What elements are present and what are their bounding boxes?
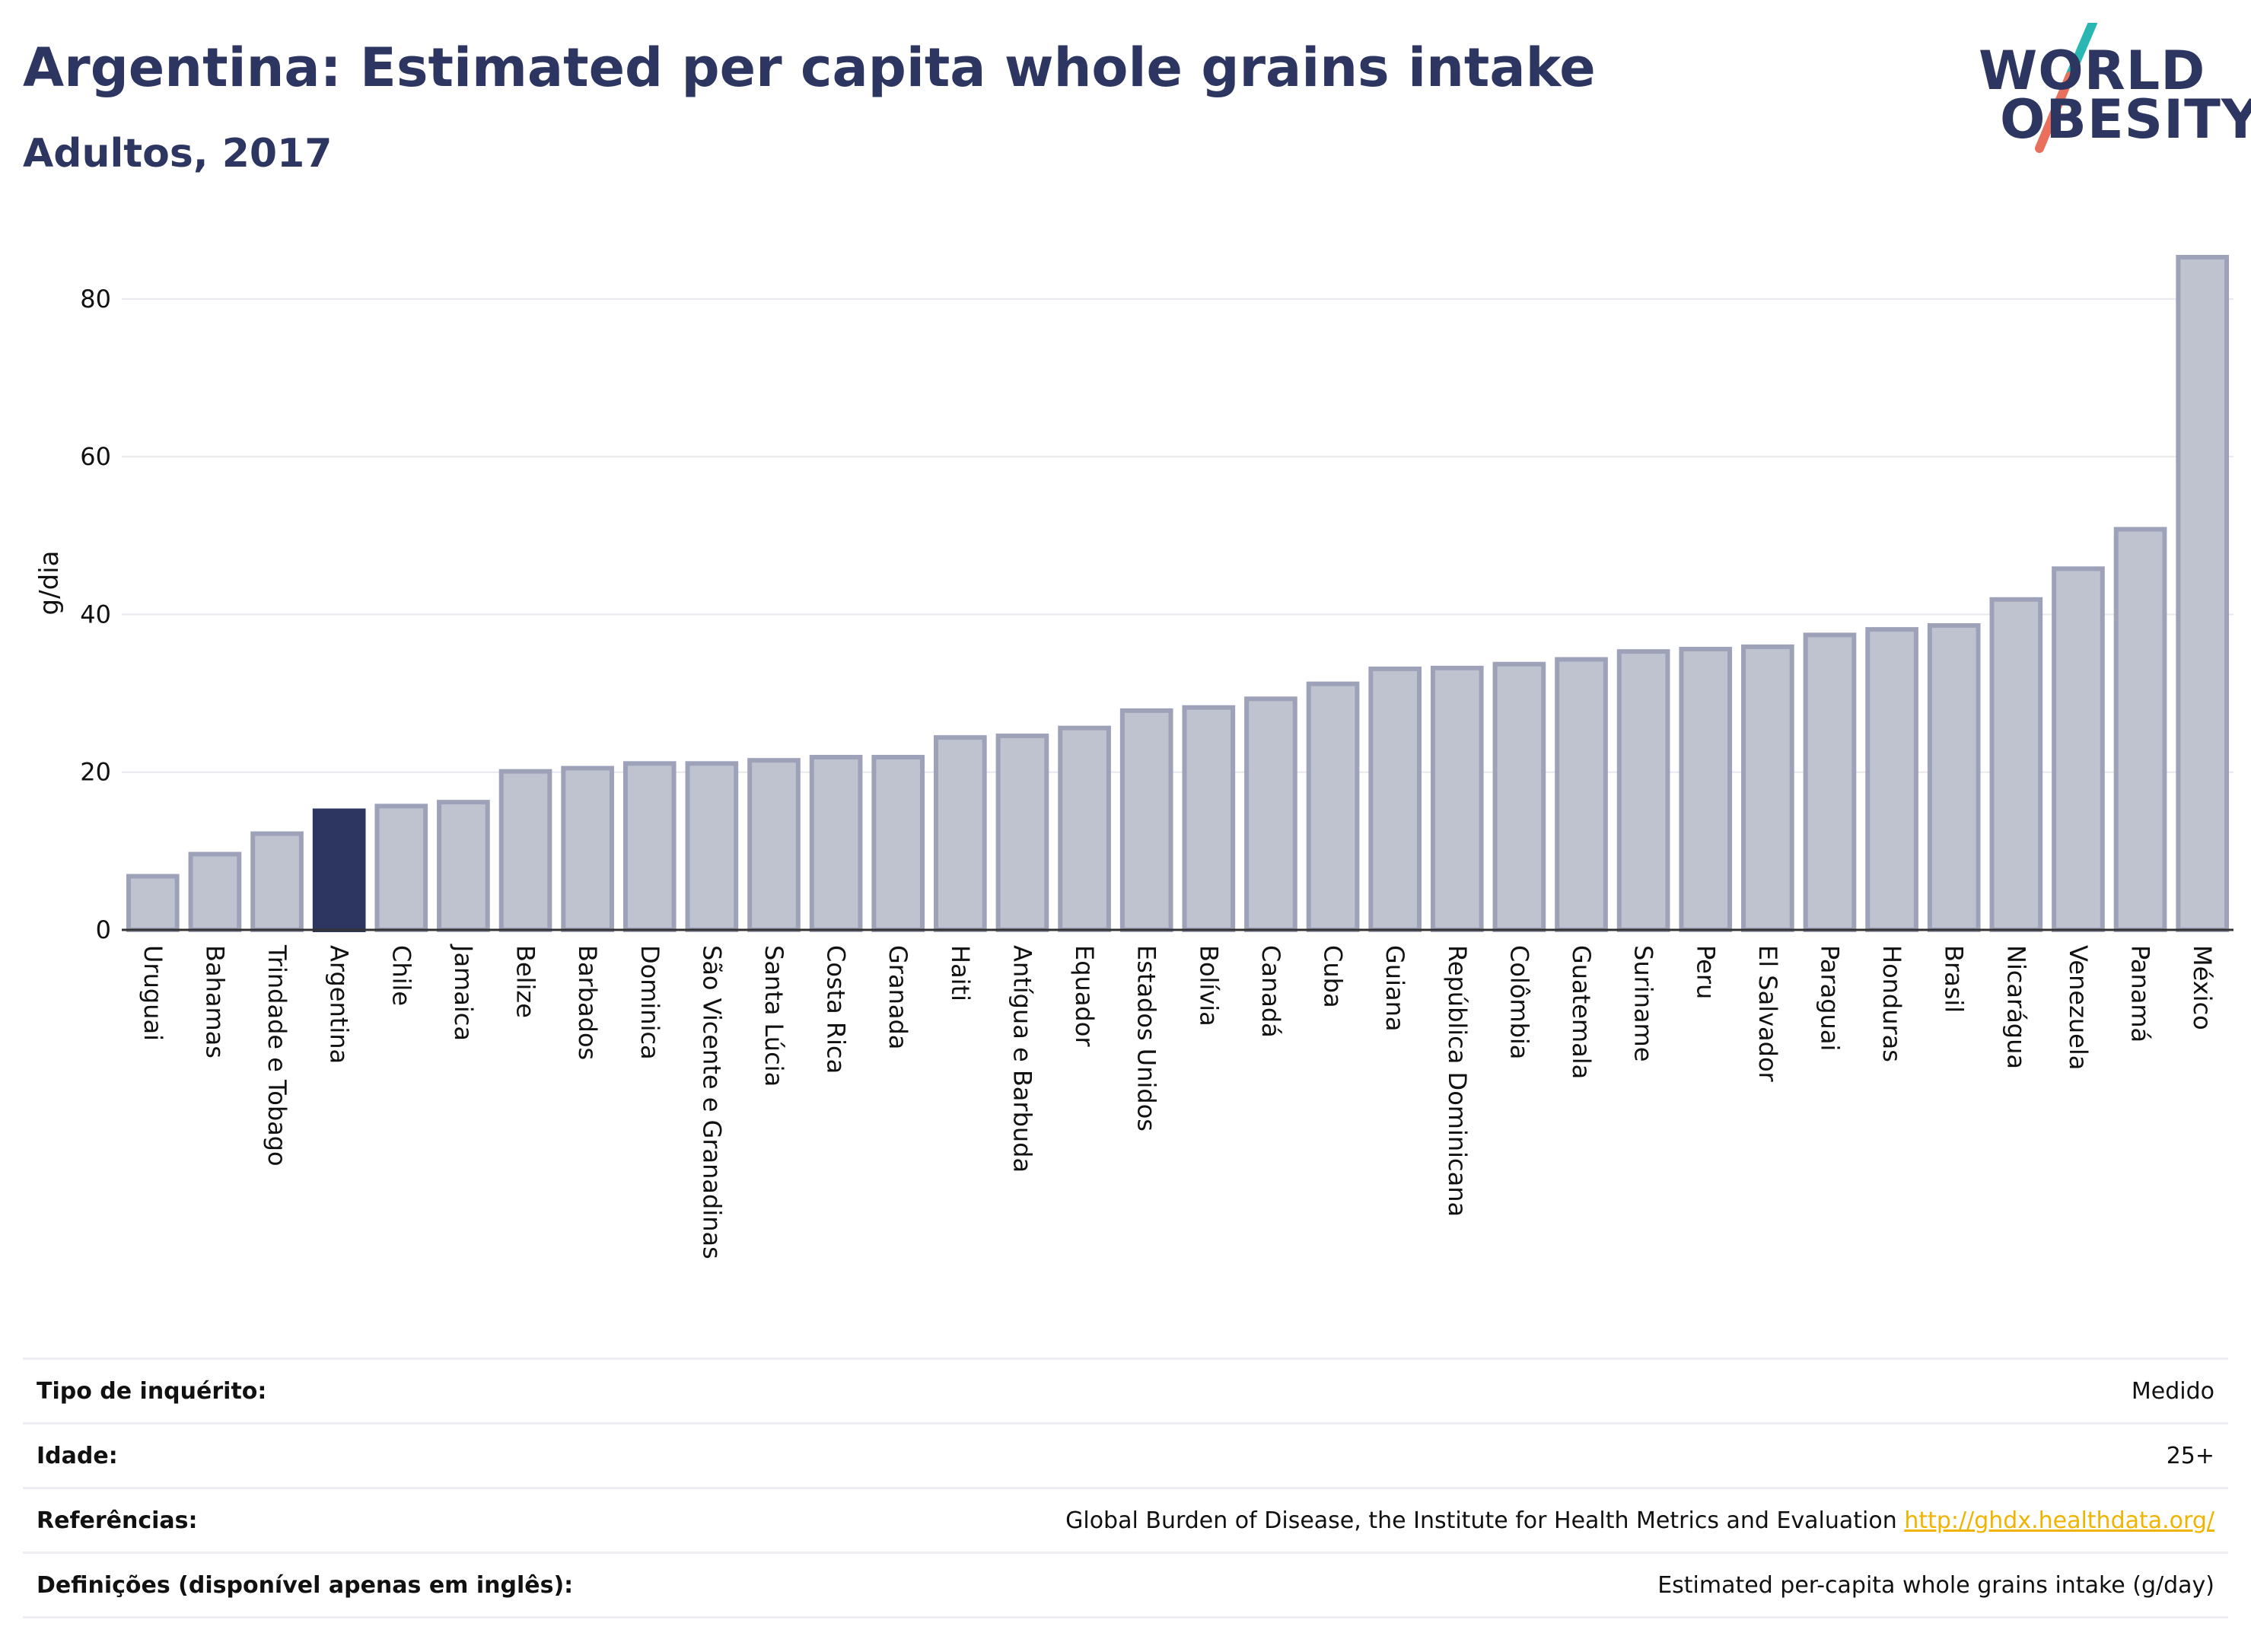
x-tick-label: Uruguai <box>138 945 167 1041</box>
x-tick-label: Costa Rica <box>822 945 851 1074</box>
bar <box>1803 632 1857 933</box>
y-tick-label: 20 <box>80 758 111 787</box>
bar <box>1492 661 1546 933</box>
bar <box>561 766 614 933</box>
metadata-row-survey-type: Tipo de inquérito: Medido <box>23 1358 2228 1422</box>
bar <box>2176 254 2230 933</box>
bar-chart: 0 20 40 60 80 g/dia Uruguai Bahamas Trindade e T… <box>34 254 2233 1259</box>
bar <box>995 734 1049 933</box>
bar <box>1616 649 1670 932</box>
bar <box>1989 597 2043 932</box>
bar <box>1182 705 1236 933</box>
x-tick-label: Guiana <box>1380 945 1409 1031</box>
x-tick-label: Colômbia <box>1504 945 1533 1059</box>
metadata-label: Definições (disponível apenas em inglês)… <box>37 1571 574 1599</box>
bar <box>188 851 242 932</box>
bar <box>1430 665 1484 932</box>
x-tick-label: Santa Lúcia <box>759 945 788 1087</box>
bar <box>2113 527 2167 932</box>
reference-link[interactable]: http://ghdx.healthdata.org/ <box>1904 1507 2214 1534</box>
x-tick-label: Guatemala <box>1567 945 1596 1079</box>
bar <box>437 800 490 932</box>
x-tick-label: Dominica <box>635 945 664 1060</box>
y-axis-label: g/dia <box>34 551 65 616</box>
bar <box>747 758 801 932</box>
bar <box>1865 627 1918 932</box>
metadata-row-references: Referências: Global Burden of Disease, t… <box>23 1487 2228 1552</box>
x-tick-label: Brasil <box>1940 945 1969 1013</box>
metadata-row-age: Idade: 25+ <box>23 1422 2228 1487</box>
world-obesity-logo: WORLD OBESITY <box>1979 23 2251 160</box>
bar <box>126 874 180 933</box>
logo-slash-icon <box>2035 23 2097 153</box>
x-tick-label: Jamaica <box>449 944 478 1041</box>
x-tick-label: Haiti <box>946 945 975 1001</box>
bar <box>871 755 925 933</box>
bar <box>934 735 987 932</box>
logo-word-world: WORLD <box>1979 40 2206 102</box>
y-tick-label: 60 <box>80 442 111 471</box>
x-tick-label: Trindade e Tobago <box>263 944 291 1167</box>
metadata-label: Idade: <box>37 1442 118 1469</box>
x-tick-label: Chile <box>387 945 415 1006</box>
x-tick-label: Venezuela <box>2064 945 2093 1070</box>
x-tick-label: Canadá <box>1256 945 1285 1038</box>
x-tick-label: Honduras <box>1877 945 1906 1062</box>
metadata-value: Global Burden of Disease, the Institute … <box>1065 1507 2228 1534</box>
x-tick-label: Argentina <box>325 945 354 1064</box>
bar <box>2052 566 2105 932</box>
bar <box>1555 657 1608 932</box>
bar <box>1368 666 1422 932</box>
x-tick-label: República Dominicana <box>1443 945 1472 1217</box>
metadata-row-definitions: Definições (disponível apenas em inglês)… <box>23 1552 2228 1619</box>
bar <box>809 755 863 933</box>
x-tick-label: Peru <box>1691 945 1720 999</box>
metadata-value: 25+ <box>2166 1442 2214 1469</box>
bar <box>1244 696 1297 932</box>
x-tick-label: Panamá <box>2126 945 2155 1042</box>
x-tick-label: Cuba <box>1319 945 1348 1008</box>
chart-subtitle: Adultos, 2017 <box>23 131 333 177</box>
x-tick-label: Barbados <box>573 945 602 1060</box>
metadata-label: Tipo de inquérito: <box>37 1377 267 1405</box>
bar <box>1058 725 1111 932</box>
metadata-value: Estimated per-capita whole grains intake… <box>1657 1571 2214 1599</box>
bar <box>1741 644 1794 932</box>
x-tick-label: Nicarágua <box>2001 945 2030 1069</box>
chart-title: Argentina: Estimated per capita whole gr… <box>23 37 1596 99</box>
x-tick-label: Estados Unidos <box>1132 945 1161 1132</box>
x-tick-label: Bahamas <box>200 945 229 1058</box>
x-tick-label: El Salvador <box>1753 945 1782 1083</box>
bar <box>685 761 739 932</box>
x-tick-label: Belize <box>511 945 540 1018</box>
bar <box>622 761 677 932</box>
y-tick-label: 80 <box>80 285 111 314</box>
x-tick-label: Equador <box>1070 945 1099 1047</box>
x-tick-label: Paraguai <box>1815 945 1844 1051</box>
bar <box>374 804 428 932</box>
x-tick-label: Suriname <box>1629 945 1658 1062</box>
y-tick-label: 40 <box>80 600 111 629</box>
bar <box>1119 708 1173 933</box>
x-tick-label: São Vicente e Granadinas <box>697 945 726 1259</box>
metadata-table: Tipo de inquérito: Medido Idade: 25+ Ref… <box>23 1358 2228 1619</box>
logo-word-obesity: OBESITY <box>2000 88 2251 151</box>
x-tick-label: México <box>2188 945 2217 1030</box>
reference-text: Global Burden of Disease, the Institute … <box>1065 1507 1897 1534</box>
x-tick-label: Bolívia <box>1194 945 1223 1027</box>
x-tick-label: Granada <box>884 945 912 1049</box>
metadata-label: Referências: <box>37 1507 198 1534</box>
bar <box>1679 647 1733 933</box>
bar <box>498 769 552 933</box>
bar <box>312 808 366 932</box>
x-tick-label: Antígua e Barbuda <box>1008 945 1036 1173</box>
bar <box>1306 681 1360 932</box>
y-tick-label: 0 <box>96 915 111 944</box>
metadata-value: Medido <box>2131 1377 2214 1405</box>
bar <box>1927 622 1981 932</box>
bar <box>250 831 304 933</box>
